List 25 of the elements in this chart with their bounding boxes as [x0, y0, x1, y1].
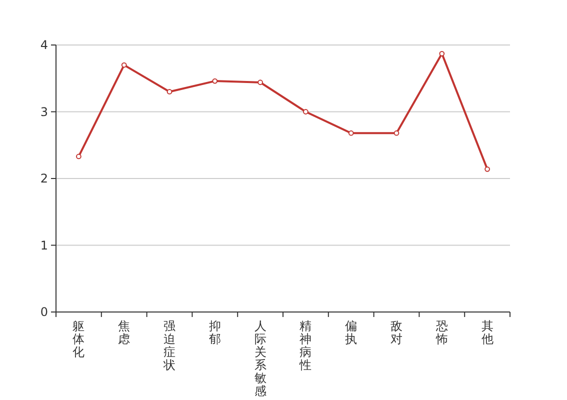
x-tick-label: 抑郁	[208, 319, 221, 346]
y-tick-label: 2	[40, 172, 48, 186]
x-tick-label: 躯体化	[72, 319, 85, 359]
x-tick-label: 精神病性	[298, 319, 312, 372]
point	[303, 109, 308, 114]
point	[394, 130, 400, 136]
point	[439, 50, 445, 56]
point	[121, 62, 127, 68]
point	[484, 166, 490, 172]
point	[258, 80, 263, 86]
x-tick-label: 焦虑	[118, 319, 130, 346]
x-tick-label: 敌对	[390, 319, 402, 346]
point	[348, 130, 354, 136]
x-tick-label: 偏执	[345, 319, 358, 346]
point	[76, 154, 82, 160]
x-tick-label: 恐怖	[434, 319, 448, 346]
y-tick-label: 1	[40, 238, 48, 252]
x-tick-label: 其他	[481, 319, 494, 346]
y-tick-label: 0	[40, 305, 48, 319]
point	[212, 78, 218, 84]
x-tick-label: 强迫症状	[162, 319, 176, 372]
y-tick-label: 4	[40, 38, 48, 52]
x-tick-label: 人际关系敏感	[254, 319, 266, 398]
y-tick-label: 3	[40, 104, 48, 119]
point	[166, 89, 172, 94]
